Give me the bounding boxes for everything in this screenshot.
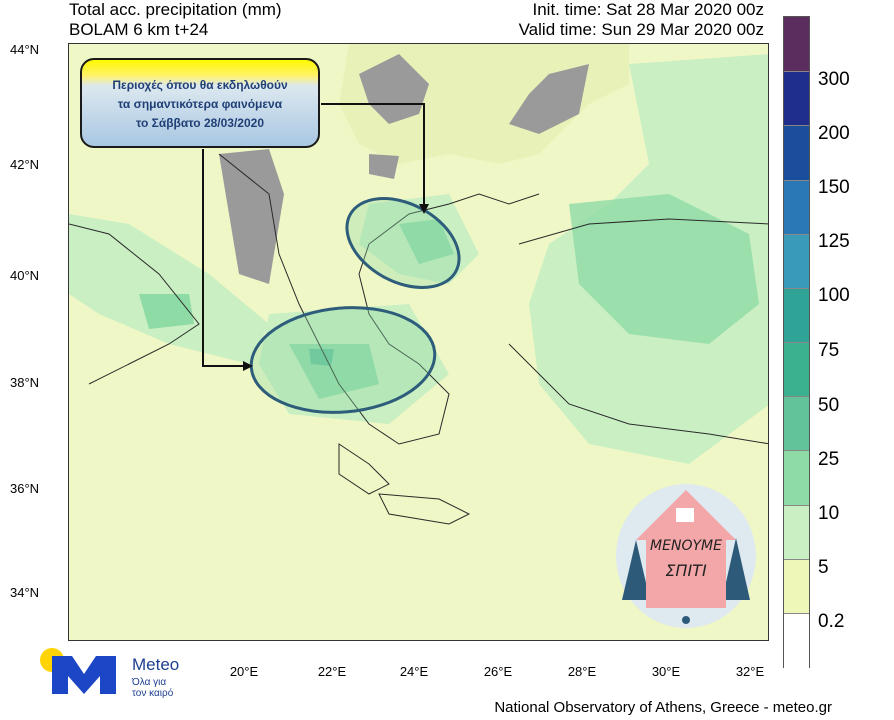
arrow-head-north — [419, 204, 429, 214]
lat-label-40: 40°N — [10, 268, 40, 283]
callout-box: Περιοχές όπου θα εκδηλωθούν τα σημαντικό… — [80, 58, 320, 148]
callout-line-1: Περιοχές όπου θα εκδηλωθούν — [112, 78, 288, 92]
no-data-region-4 — [369, 154, 399, 179]
lat-label-42: 42°N — [10, 157, 40, 172]
turkey-north-coast — [518, 218, 768, 245]
colorbar-segment — [784, 558, 809, 615]
greece-coastline — [218, 153, 540, 445]
rain-area-italy-core — [139, 294, 194, 329]
colorbar-label-25: 25 — [818, 449, 840, 470]
logo-tagline-1: Όλα για — [132, 677, 167, 688]
no-data-region-3 — [219, 149, 284, 284]
no-data-region-1 — [359, 54, 429, 124]
emblem-icon — [682, 616, 690, 624]
colorbar-label-100: 100 — [818, 285, 850, 306]
lat-label-38: 38°N — [10, 375, 40, 390]
colorbar-label-150: 150 — [818, 177, 850, 198]
rain-area-italy — [69, 214, 269, 364]
colorbar-label-10: 10 — [818, 503, 840, 524]
meteo-m-icon — [52, 656, 116, 694]
stay-home-line-2: ΣΠΙΤΙ — [665, 561, 707, 580]
colorbar-label-200: 200 — [818, 123, 850, 144]
lon-label-30: 30°E — [651, 664, 681, 679]
title-line-2: BOLAM 6 km t+24 — [69, 20, 209, 39]
colorbar-segment — [784, 396, 809, 452]
lon-label-28: 28°E — [567, 664, 597, 679]
peloponnese-coast — [338, 443, 390, 495]
colorbar — [783, 16, 810, 669]
stay-home-badge: ΜΕΝΟΥΜΕ ΣΠΙΤΙ — [616, 484, 756, 628]
colorbar-segment — [784, 612, 809, 669]
lon-label-24: 24°E — [399, 664, 429, 679]
colorbar-segment — [784, 287, 809, 344]
title-line-1: Total acc. precipitation (mm) — [69, 0, 282, 19]
logo-tagline: Όλα για τον καιρό — [132, 677, 173, 699]
valid-time: Valid time: Sun 29 Mar 2020 00z — [518, 20, 764, 39]
arrow-to-north — [321, 103, 425, 207]
time-block: Init. time: Sat 28 Mar 2020 00z Valid ti… — [519, 0, 764, 40]
callout-line-3: το Σάββατο 28/03/2020 — [135, 116, 265, 130]
colorbar-label-300: 300 — [818, 69, 850, 90]
stay-home-line-1: ΜΕΝΟΥΜΕ — [650, 538, 722, 554]
lat-label-36: 36°N — [10, 481, 40, 496]
lon-label-26: 26°E — [483, 664, 513, 679]
meteo-logo — [40, 648, 116, 694]
tree-left-icon — [622, 540, 650, 600]
tree-right-icon — [722, 538, 750, 600]
colorbar-label-0-2: 0.2 — [818, 611, 845, 632]
colorbar-segment — [784, 233, 809, 290]
init-time: Init. time: Sat 28 Mar 2020 00z — [532, 0, 764, 19]
colorbar-segment — [784, 71, 809, 127]
logo-name: Meteo — [132, 655, 180, 674]
arrow-to-central — [202, 149, 245, 367]
colorbar-segment — [784, 342, 809, 398]
colorbar-segment — [784, 17, 809, 72]
colorbar-label-5: 5 — [818, 557, 829, 578]
house-window-icon — [676, 508, 694, 522]
lat-label-34: 34°N — [10, 585, 40, 600]
colorbar-segment — [784, 179, 809, 236]
logo-tagline-2: τον καιρό — [132, 688, 174, 699]
rain-area-chalkidiki-core — [399, 219, 454, 264]
colorbar-segment — [784, 450, 809, 506]
rain-area-turkey-core — [569, 194, 759, 344]
callout-line-2: τα σημαντικότερα φαινόμενα — [117, 97, 283, 111]
house-icon — [636, 490, 736, 608]
colorbar-label-125: 125 — [818, 231, 850, 252]
turkey-south-coast — [508, 343, 768, 445]
no-data-region-2 — [509, 64, 589, 134]
title-block: Total acc. precipitation (mm) BOLAM 6 km… — [69, 0, 282, 40]
colorbar-label-75: 75 — [818, 340, 840, 361]
crete-coast — [378, 493, 471, 525]
arrow-head-central — [243, 361, 253, 371]
italy-coastline — [69, 223, 200, 385]
colorbar-label-50: 50 — [818, 395, 840, 416]
lat-label-44: 44°N — [10, 42, 40, 57]
footer-credit: National Observatory of Athens, Greece -… — [494, 699, 832, 716]
colorbar-segment — [784, 125, 809, 181]
lon-label-20: 20°E — [229, 664, 259, 679]
lon-label-32: 32°E — [735, 664, 765, 679]
colorbar-segment — [784, 504, 809, 561]
highlight-ellipse-central — [249, 306, 437, 414]
lon-label-22: 22°E — [317, 664, 347, 679]
